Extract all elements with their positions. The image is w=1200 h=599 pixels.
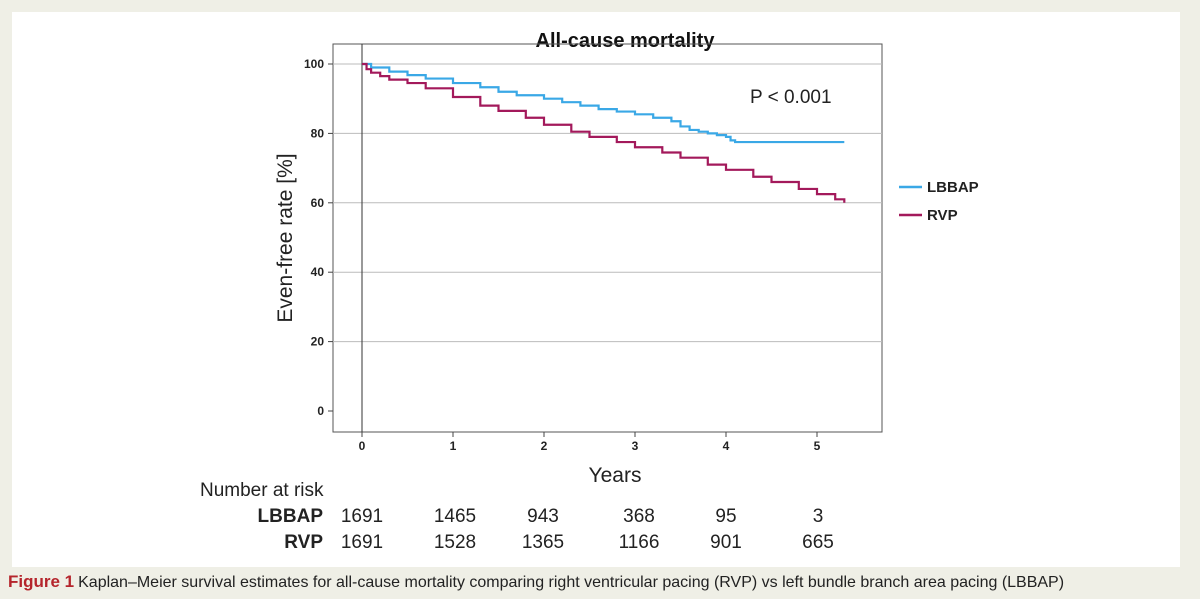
x-tick-label: 1 bbox=[450, 439, 457, 453]
figure-caption: Figure 1 Kaplan–Meier survival estimates … bbox=[8, 572, 1064, 592]
axes: 0 20 40 60 80 100 0 1 2 3 4 5 bbox=[304, 44, 821, 453]
risk-cell: 943 bbox=[527, 506, 559, 527]
y-tick-label: 80 bbox=[311, 126, 325, 140]
y-tick-label: 40 bbox=[311, 265, 325, 279]
legend: LBBAP RVP bbox=[899, 179, 979, 224]
risk-cell: 368 bbox=[623, 506, 655, 527]
series-line-lbbap bbox=[362, 62, 845, 144]
y-tick-label: 100 bbox=[304, 57, 324, 71]
risk-cell: 3 bbox=[813, 506, 824, 527]
risk-row-label: RVP bbox=[284, 532, 323, 553]
figure-panel: All-cause mortality 0 20 40 60 80 100 0 1 2 3 4 5 P… bbox=[12, 12, 1180, 567]
risk-cell: 665 bbox=[802, 532, 834, 553]
risk-cell: 1691 bbox=[341, 532, 383, 553]
risk-cell: 901 bbox=[710, 532, 742, 553]
x-tick-label: 5 bbox=[814, 439, 821, 453]
x-tick-label: 3 bbox=[632, 439, 639, 453]
risk-table: LBBAP 1691 1465 943 368 95 3 RVP 1691 1528 1365 116… bbox=[258, 506, 834, 553]
grid-lines bbox=[333, 63, 882, 343]
plot-frame bbox=[332, 43, 883, 433]
risk-cell: 95 bbox=[715, 506, 736, 527]
y-tick-label: 20 bbox=[311, 335, 325, 349]
series-line-rvp bbox=[362, 62, 846, 203]
y-tick-label: 0 bbox=[317, 404, 324, 418]
x-tick-label: 4 bbox=[723, 439, 730, 453]
legend-label-rvp: RVP bbox=[927, 207, 958, 224]
risk-cell: 1166 bbox=[619, 532, 660, 553]
risk-cell: 1465 bbox=[434, 506, 476, 527]
caption-figure-label: Figure 1 bbox=[8, 572, 75, 591]
chart-title: All-cause mortality bbox=[536, 30, 716, 52]
p-value-annotation: P < 0.001 bbox=[750, 87, 832, 108]
km-chart: All-cause mortality 0 20 40 60 80 100 0 1 2 3 4 5 P… bbox=[200, 30, 979, 553]
risk-cell: 1365 bbox=[522, 532, 564, 553]
caption-text: Kaplan–Meier survival estimates for all-… bbox=[78, 574, 1065, 591]
x-axis-title: Years bbox=[589, 464, 642, 487]
risk-cell: 1528 bbox=[434, 532, 476, 553]
risk-table-header: Number at risk bbox=[200, 480, 324, 501]
risk-cell: 1691 bbox=[341, 506, 383, 527]
x-tick-label: 2 bbox=[541, 439, 548, 453]
y-tick-label: 60 bbox=[311, 196, 325, 210]
y-axis-title: Even-free rate [%] bbox=[274, 153, 297, 322]
x-tick-label: 0 bbox=[359, 439, 366, 453]
risk-row-label: LBBAP bbox=[258, 506, 324, 527]
legend-label-lbbap: LBBAP bbox=[927, 179, 979, 196]
series-layer bbox=[362, 62, 846, 203]
